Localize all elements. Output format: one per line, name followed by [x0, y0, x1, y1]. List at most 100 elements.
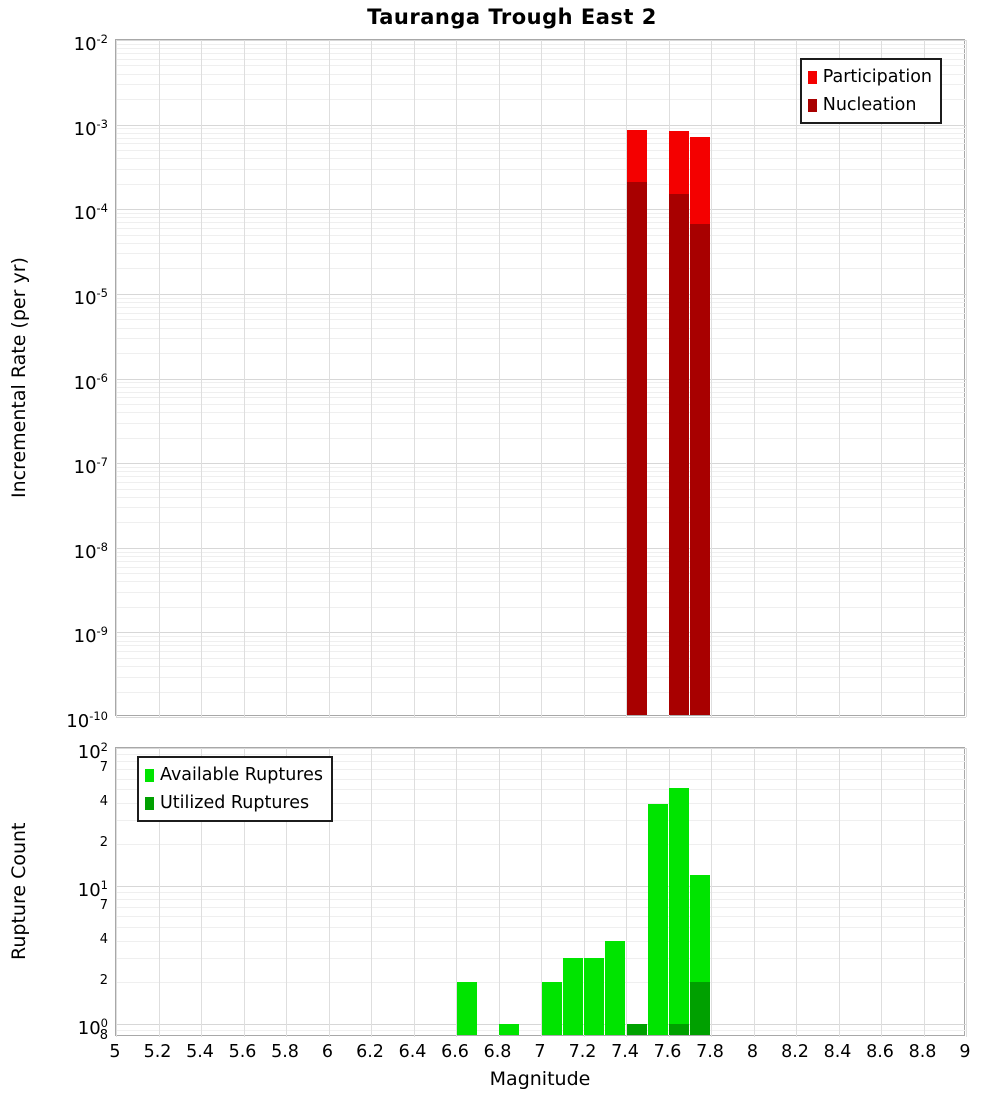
utilized-ruptures-swatch-icon	[145, 796, 154, 810]
available-ruptures-label: Available Ruptures	[160, 765, 323, 785]
y-tick-label: 10-5	[73, 285, 108, 309]
y-tick-label: 10-6	[73, 370, 108, 394]
legend-item-utilized: Utilized Ruptures	[145, 789, 323, 817]
y-minor-tick-label: 8	[99, 1028, 108, 1043]
bar-utilized-ruptures	[690, 982, 711, 1036]
vertical-gridline	[626, 748, 627, 1037]
nucleation-label: Nucleation	[822, 95, 917, 115]
y-tick-label: 10-7	[73, 455, 108, 479]
count-legend: Available Ruptures Utilized Ruptures	[137, 756, 333, 822]
vertical-gridline	[413, 40, 415, 717]
x-tick-label: 5.6	[228, 1042, 257, 1062]
y-minor-tick-label: 2	[99, 835, 108, 851]
vertical-gridline	[966, 748, 967, 1037]
vertical-gridline	[668, 748, 670, 1037]
vertical-gridline	[838, 40, 840, 717]
x-tick-label: 6.4	[398, 1042, 427, 1062]
vertical-gridline	[413, 748, 415, 1037]
x-tick-label: 5.4	[186, 1042, 214, 1062]
vertical-gridline	[583, 40, 585, 717]
vertical-gridline	[541, 748, 542, 1037]
bar-nucleation	[626, 181, 647, 716]
y-tick-label: 102	[77, 740, 108, 763]
bar-available-ruptures	[456, 982, 477, 1036]
vertical-gridline	[838, 748, 840, 1037]
vertical-gridline	[753, 748, 755, 1037]
x-tick-label: 8.4	[823, 1042, 852, 1062]
bar-available-ruptures	[499, 1023, 520, 1036]
vertical-gridline	[286, 40, 287, 717]
bar-available-ruptures	[669, 788, 690, 1036]
legend-item-nucleation: Nucleation	[807, 91, 932, 119]
y-tick-label: 10-9	[73, 624, 108, 648]
bar-utilized-ruptures	[669, 1023, 690, 1036]
utilized-ruptures-label: Utilized Ruptures	[160, 793, 310, 813]
x-tick-label: 8.2	[781, 1042, 809, 1062]
x-tick-label: 9	[959, 1042, 971, 1062]
vertical-gridline	[966, 40, 967, 717]
x-tick-label: 7.4	[611, 1042, 639, 1062]
vertical-gridline	[371, 40, 372, 717]
x-tick-label: 7	[534, 1042, 546, 1062]
y-tick-label: 101	[77, 877, 108, 901]
vertical-gridline	[583, 748, 585, 1037]
x-tick-label: 6.6	[441, 1042, 469, 1062]
vertical-gridline	[328, 748, 330, 1037]
x-tick-label: 6.8	[483, 1042, 512, 1062]
x-tick-label: 7.6	[653, 1042, 682, 1062]
y-minor-tick-label: 7	[99, 898, 108, 914]
bar-nucleation	[690, 223, 711, 716]
bar-available-ruptures	[605, 940, 626, 1036]
vertical-gridline	[456, 748, 457, 1037]
y-tick-label: 10-10	[66, 709, 108, 732]
vertical-gridline	[498, 40, 500, 717]
x-tick-label: 8.8	[908, 1042, 937, 1062]
vertical-gridline	[456, 40, 457, 717]
y-minor-tick-label: 4	[99, 793, 108, 809]
vertical-gridline	[796, 40, 797, 717]
vertical-gridline	[328, 40, 330, 717]
incremental-rate-plot: Participation Nucleation	[115, 39, 967, 718]
nucleation-swatch-icon	[807, 98, 817, 112]
x-tick-label: 7.2	[568, 1042, 597, 1062]
vertical-gridline	[371, 748, 372, 1037]
y-minor-tick-label: 7	[99, 760, 108, 776]
x-tick-label: 5	[109, 1042, 121, 1062]
y-tick-label: 100	[77, 1015, 108, 1039]
rupture-count-plot: Available Ruptures Utilized Ruptures	[115, 747, 967, 1037]
y-minor-tick-label: 4	[99, 931, 108, 947]
x-tick-label: 8	[746, 1042, 759, 1062]
y-tick-label: 10-3	[73, 116, 108, 140]
vertical-gridline	[286, 748, 287, 1037]
vertical-gridline	[923, 748, 925, 1037]
x-tick-label: 6	[321, 1042, 334, 1062]
participation-swatch-icon	[807, 70, 817, 84]
vertical-gridline	[923, 40, 925, 717]
bar-nucleation	[669, 194, 690, 716]
legend-item-available: Available Ruptures	[145, 761, 323, 789]
vertical-gridline	[711, 40, 712, 717]
vertical-gridline	[243, 748, 245, 1037]
x-tick-label: 8.6	[866, 1042, 894, 1062]
bar-available-ruptures	[647, 804, 668, 1036]
vertical-gridline	[116, 40, 117, 717]
y-minor-tick-label: 2	[99, 973, 108, 989]
bar-available-ruptures	[562, 957, 583, 1036]
x-tick-label: 5.8	[271, 1042, 299, 1062]
bar-available-ruptures	[584, 957, 605, 1036]
x-tick-label: 7.8	[696, 1042, 724, 1062]
y-tick-label: 10-4	[73, 201, 108, 225]
y-tick-label: 10-8	[73, 539, 108, 563]
legend-item-participation: Participation	[807, 63, 932, 91]
vertical-gridline	[668, 40, 670, 717]
vertical-gridline	[541, 40, 542, 717]
y-tick-label: 10-2	[73, 32, 108, 55]
vertical-gridline	[796, 748, 797, 1037]
available-ruptures-swatch-icon	[145, 768, 154, 782]
participation-label: Participation	[822, 67, 932, 87]
vertical-gridline	[626, 40, 627, 717]
vertical-gridline	[201, 748, 202, 1037]
vertical-gridline	[116, 748, 117, 1037]
vertical-gridline	[711, 748, 712, 1037]
major-gridline	[116, 717, 966, 718]
